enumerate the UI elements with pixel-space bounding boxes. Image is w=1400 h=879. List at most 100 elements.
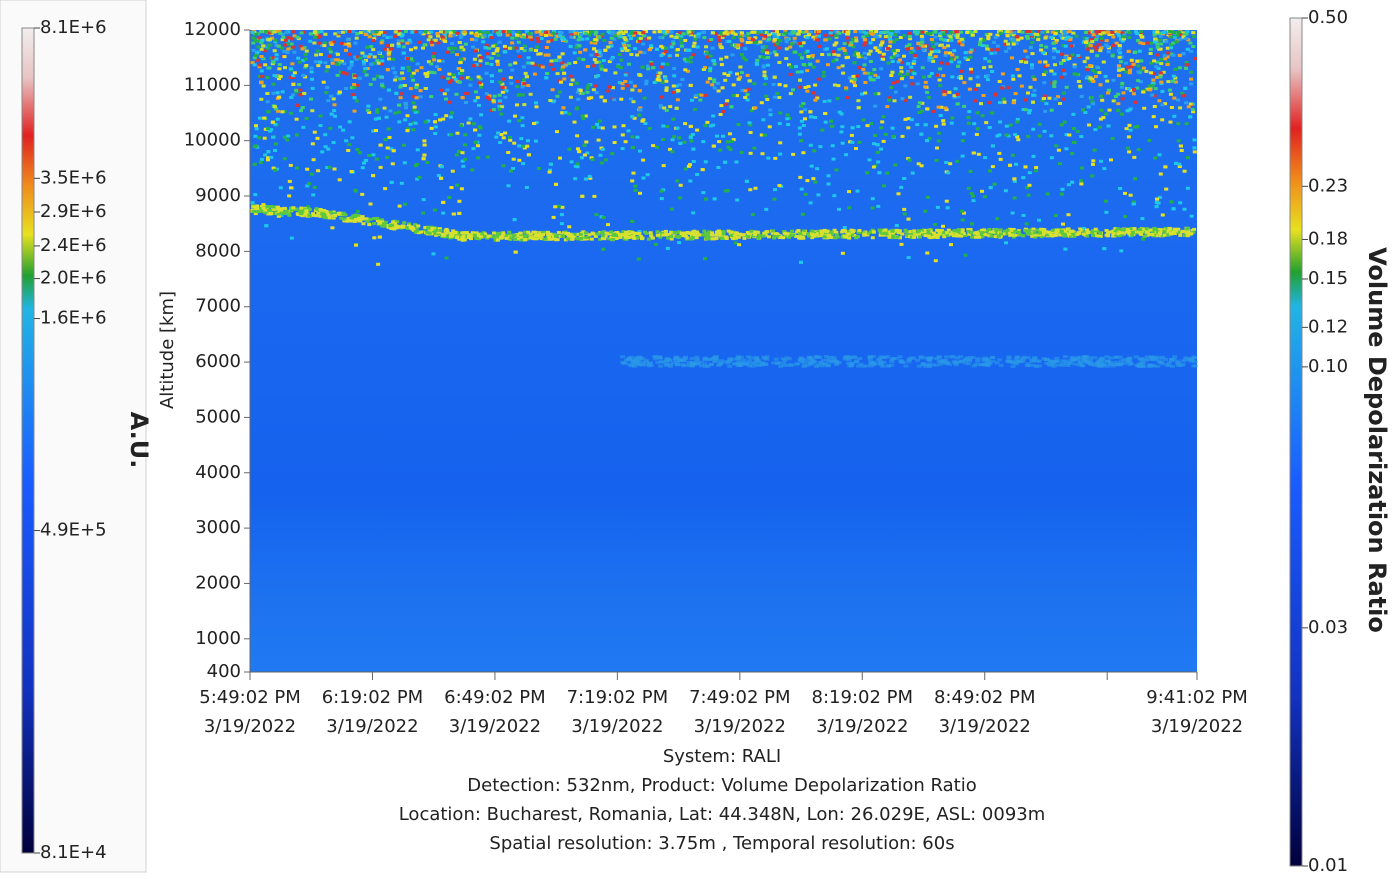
- texture-cell: [574, 32, 578, 35]
- texture-cell: [701, 168, 705, 171]
- texture-cell: [558, 34, 562, 37]
- texture-cell: [400, 72, 404, 75]
- texture-cell: [837, 54, 841, 57]
- texture-cell: [612, 98, 616, 101]
- texture-cell: [931, 60, 935, 63]
- texture-cell: [680, 41, 684, 44]
- texture-cell: [713, 197, 717, 200]
- texture-cell: [899, 66, 903, 69]
- texture-cell: [968, 88, 972, 91]
- texture-cell: [610, 58, 614, 61]
- texture-cell: [717, 90, 721, 93]
- texture-cell: [660, 190, 664, 193]
- texture-cell: [394, 75, 398, 78]
- texture-cell: [1078, 85, 1082, 88]
- texture-cell: [1104, 75, 1108, 78]
- texture-cell: [776, 42, 780, 45]
- texture-cell: [372, 236, 376, 239]
- texture-cell: [402, 144, 406, 147]
- texture-cell: [384, 138, 388, 141]
- texture-cell: [627, 44, 631, 47]
- texture-cell: [424, 72, 428, 75]
- texture-cell: [520, 116, 524, 119]
- texture-cell: [1149, 52, 1153, 55]
- texture-cell: [502, 136, 506, 139]
- texture-cell: [853, 61, 857, 64]
- texture-cell: [823, 236, 827, 239]
- texture-cell: [252, 210, 256, 213]
- texture-cell: [422, 198, 426, 201]
- texture-cell: [627, 63, 631, 66]
- texture-cell: [621, 147, 625, 150]
- texture-cell: [441, 212, 445, 215]
- texture-cell: [364, 159, 368, 162]
- texture-cell: [930, 38, 934, 41]
- texture-cell: [636, 236, 640, 239]
- texture-cell: [971, 34, 975, 37]
- texture-cell: [922, 76, 926, 79]
- texture-cell: [847, 190, 851, 193]
- texture-cell: [627, 129, 631, 132]
- texture-cell: [527, 153, 531, 156]
- texture-cell: [815, 167, 819, 170]
- texture-cell: [276, 206, 280, 209]
- texture-cell: [260, 39, 264, 42]
- texture-cell: [573, 177, 577, 180]
- texture-cell: [817, 35, 821, 38]
- texture-cell: [404, 102, 408, 105]
- texture-cell: [521, 162, 525, 165]
- texture-cell: [423, 44, 427, 47]
- texture-cell: [1132, 63, 1136, 66]
- texture-cell: [908, 96, 912, 99]
- texture-cell: [1172, 115, 1176, 118]
- texture-cell: [604, 158, 608, 161]
- texture-cell: [937, 132, 941, 135]
- texture-cell: [1060, 230, 1064, 233]
- texture-cell: [579, 89, 583, 92]
- texture-cell: [433, 120, 437, 123]
- texture-cell: [276, 91, 280, 94]
- texture-cell: [389, 36, 393, 39]
- texture-cell: [489, 36, 493, 39]
- texture-cell: [444, 114, 448, 117]
- texture-cell: [256, 45, 260, 48]
- texture-cell: [832, 53, 836, 56]
- texture-cell: [562, 106, 566, 109]
- texture-cell: [477, 134, 481, 137]
- texture-cell: [407, 69, 411, 72]
- texture-cell: [562, 38, 566, 41]
- texture-cell: [490, 80, 494, 83]
- texture-cell: [1120, 86, 1124, 89]
- texture-cell: [932, 45, 936, 48]
- texture-cell: [630, 115, 634, 118]
- texture-cell: [774, 232, 778, 235]
- texture-cell: [876, 143, 880, 146]
- texture-cell: [1127, 50, 1131, 53]
- texture-cell: [619, 35, 623, 38]
- texture-cell: [1127, 135, 1131, 138]
- texture-cell: [258, 117, 262, 120]
- texture-cell: [507, 231, 511, 234]
- texture-cell: [983, 57, 987, 60]
- texture-cell: [1151, 84, 1155, 87]
- texture-cell: [856, 99, 860, 102]
- texture-cell: [691, 231, 695, 234]
- texture-cell: [889, 86, 893, 89]
- texture-cell: [767, 38, 771, 41]
- texture-cell: [468, 117, 472, 120]
- texture-cell: [444, 98, 448, 101]
- texture-cell: [1044, 46, 1048, 49]
- texture-cell: [322, 213, 326, 216]
- texture-cell: [1037, 219, 1041, 222]
- texture-cell: [441, 76, 445, 79]
- texture-cell: [446, 77, 450, 80]
- texture-cell: [711, 31, 715, 34]
- texture-cell: [729, 105, 733, 108]
- texture-cell: [348, 53, 352, 56]
- texture-cell: [942, 93, 946, 96]
- texture-cell: [612, 234, 616, 237]
- texture-cell: [990, 70, 994, 73]
- texture-cell: [269, 156, 273, 159]
- texture-cell: [594, 61, 598, 64]
- texture-cell: [875, 36, 879, 39]
